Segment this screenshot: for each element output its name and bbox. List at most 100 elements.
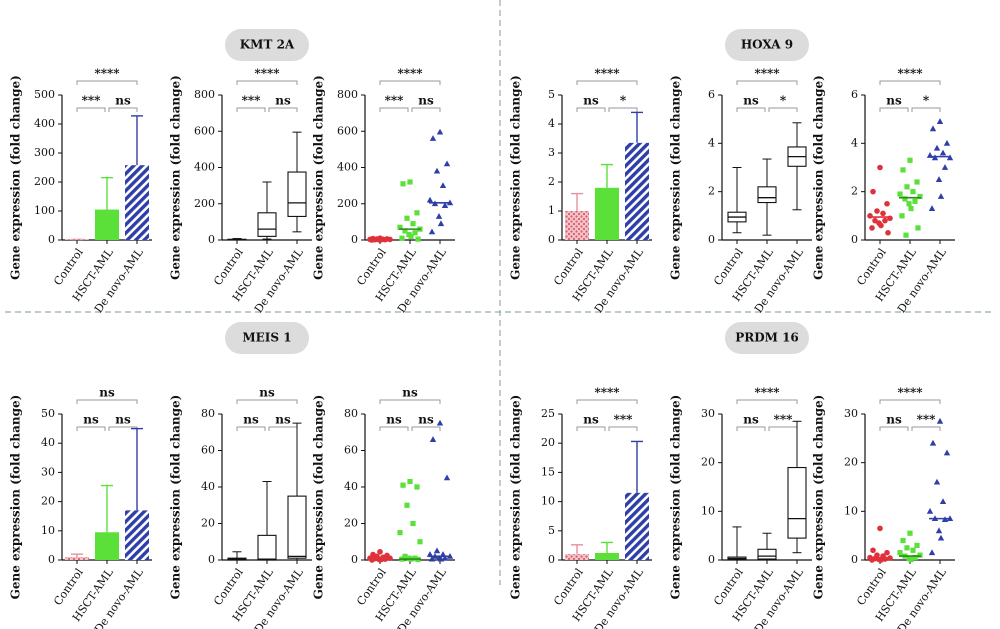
box — [257, 534, 277, 561]
y-axis-label: Gene expression (fold change) — [812, 395, 826, 600]
y-axis-label: Gene expression (fold change) — [9, 75, 23, 280]
significance-label: *** — [242, 94, 262, 108]
point — [939, 149, 947, 156]
point — [410, 520, 416, 527]
significance-label: ns — [99, 386, 115, 400]
y-tick-label: 2 — [851, 185, 858, 198]
point — [917, 552, 923, 558]
bar — [565, 554, 589, 560]
point — [900, 167, 906, 173]
significance-label: ns — [583, 94, 599, 108]
point — [884, 549, 890, 556]
y-axis-label: Gene expression (fold change) — [312, 75, 326, 280]
significance-label: **** — [397, 67, 423, 81]
significance-label: ns — [275, 413, 291, 427]
point — [414, 210, 420, 216]
y-tick-label: 5 — [548, 524, 555, 537]
bracket — [236, 426, 266, 431]
y-tick-label: 15 — [541, 465, 555, 478]
point — [412, 230, 418, 236]
y-axis-label: Gene expression (fold change) — [169, 75, 183, 280]
point — [877, 525, 883, 532]
point — [426, 551, 434, 557]
y-tick-label: 0 — [851, 553, 858, 566]
point — [404, 502, 410, 508]
point — [903, 232, 909, 238]
point — [929, 125, 937, 132]
significance-label: *** — [385, 94, 405, 108]
bracket — [911, 107, 941, 112]
point — [400, 482, 406, 488]
point — [410, 221, 416, 227]
significance-label: **** — [754, 67, 780, 81]
y-axis-label: Gene expression (fold change) — [9, 395, 23, 600]
y-tick-label: 30 — [41, 465, 55, 478]
y-tick-label: 2 — [708, 185, 715, 198]
point — [914, 542, 920, 548]
significance-label: ns — [402, 386, 418, 400]
y-tick-label: 40 — [344, 480, 358, 493]
y-tick-label: 0 — [351, 553, 358, 566]
point — [441, 202, 449, 208]
point — [877, 164, 883, 171]
point — [433, 547, 441, 554]
significance-label: ns — [83, 413, 99, 427]
significance-label: ns — [275, 94, 291, 108]
bracket — [268, 107, 298, 112]
bracket — [379, 399, 441, 404]
y-tick-label: 800 — [337, 88, 358, 101]
point — [897, 550, 903, 556]
point — [926, 507, 934, 514]
point — [874, 208, 880, 214]
point — [912, 554, 918, 561]
chart-title: HOXA 9 — [741, 38, 793, 52]
y-tick-label: 0 — [48, 233, 55, 246]
y-tick-label: 20 — [541, 436, 555, 449]
y-tick-label: 800 — [194, 88, 215, 101]
y-tick-label: 400 — [337, 161, 358, 174]
y-tick-label: 0 — [351, 233, 358, 246]
y-tick-label: 0 — [548, 553, 555, 566]
bracket — [236, 107, 266, 112]
point — [904, 184, 910, 190]
significance-label: ns — [743, 94, 759, 108]
bracket — [608, 426, 638, 431]
point — [899, 213, 905, 219]
y-tick-label: 0 — [208, 233, 215, 246]
box — [757, 548, 777, 560]
significance-label: ns — [115, 94, 131, 108]
bracket — [411, 107, 441, 112]
y-tick-label: 20 — [201, 517, 215, 530]
point — [908, 556, 914, 563]
point — [441, 554, 449, 561]
y-tick-label: 5 — [548, 88, 555, 101]
bracket — [879, 399, 941, 404]
box — [287, 495, 307, 559]
title-pill — [225, 29, 309, 61]
title-pill — [225, 322, 309, 354]
point — [937, 193, 945, 199]
point — [435, 213, 443, 219]
point — [939, 498, 947, 504]
bracket — [379, 107, 409, 112]
y-tick-label: 30 — [701, 407, 715, 420]
title-pill — [725, 29, 809, 61]
y-tick-label: 30 — [844, 407, 858, 420]
bar — [125, 165, 149, 240]
bracket — [768, 107, 798, 112]
chart-title: MEIS 1 — [242, 331, 291, 345]
bracket — [76, 426, 106, 431]
significance-label: **** — [254, 67, 280, 81]
significance-label: *** — [917, 413, 937, 427]
significance-label: ns — [418, 94, 434, 108]
bar — [125, 510, 149, 560]
bracket — [608, 107, 638, 112]
bracket — [879, 80, 941, 85]
y-tick-label: 4 — [851, 136, 858, 149]
point — [943, 139, 951, 146]
point — [933, 478, 941, 485]
point — [437, 220, 445, 227]
bracket — [108, 107, 138, 112]
bar — [625, 142, 649, 240]
point — [402, 228, 408, 234]
